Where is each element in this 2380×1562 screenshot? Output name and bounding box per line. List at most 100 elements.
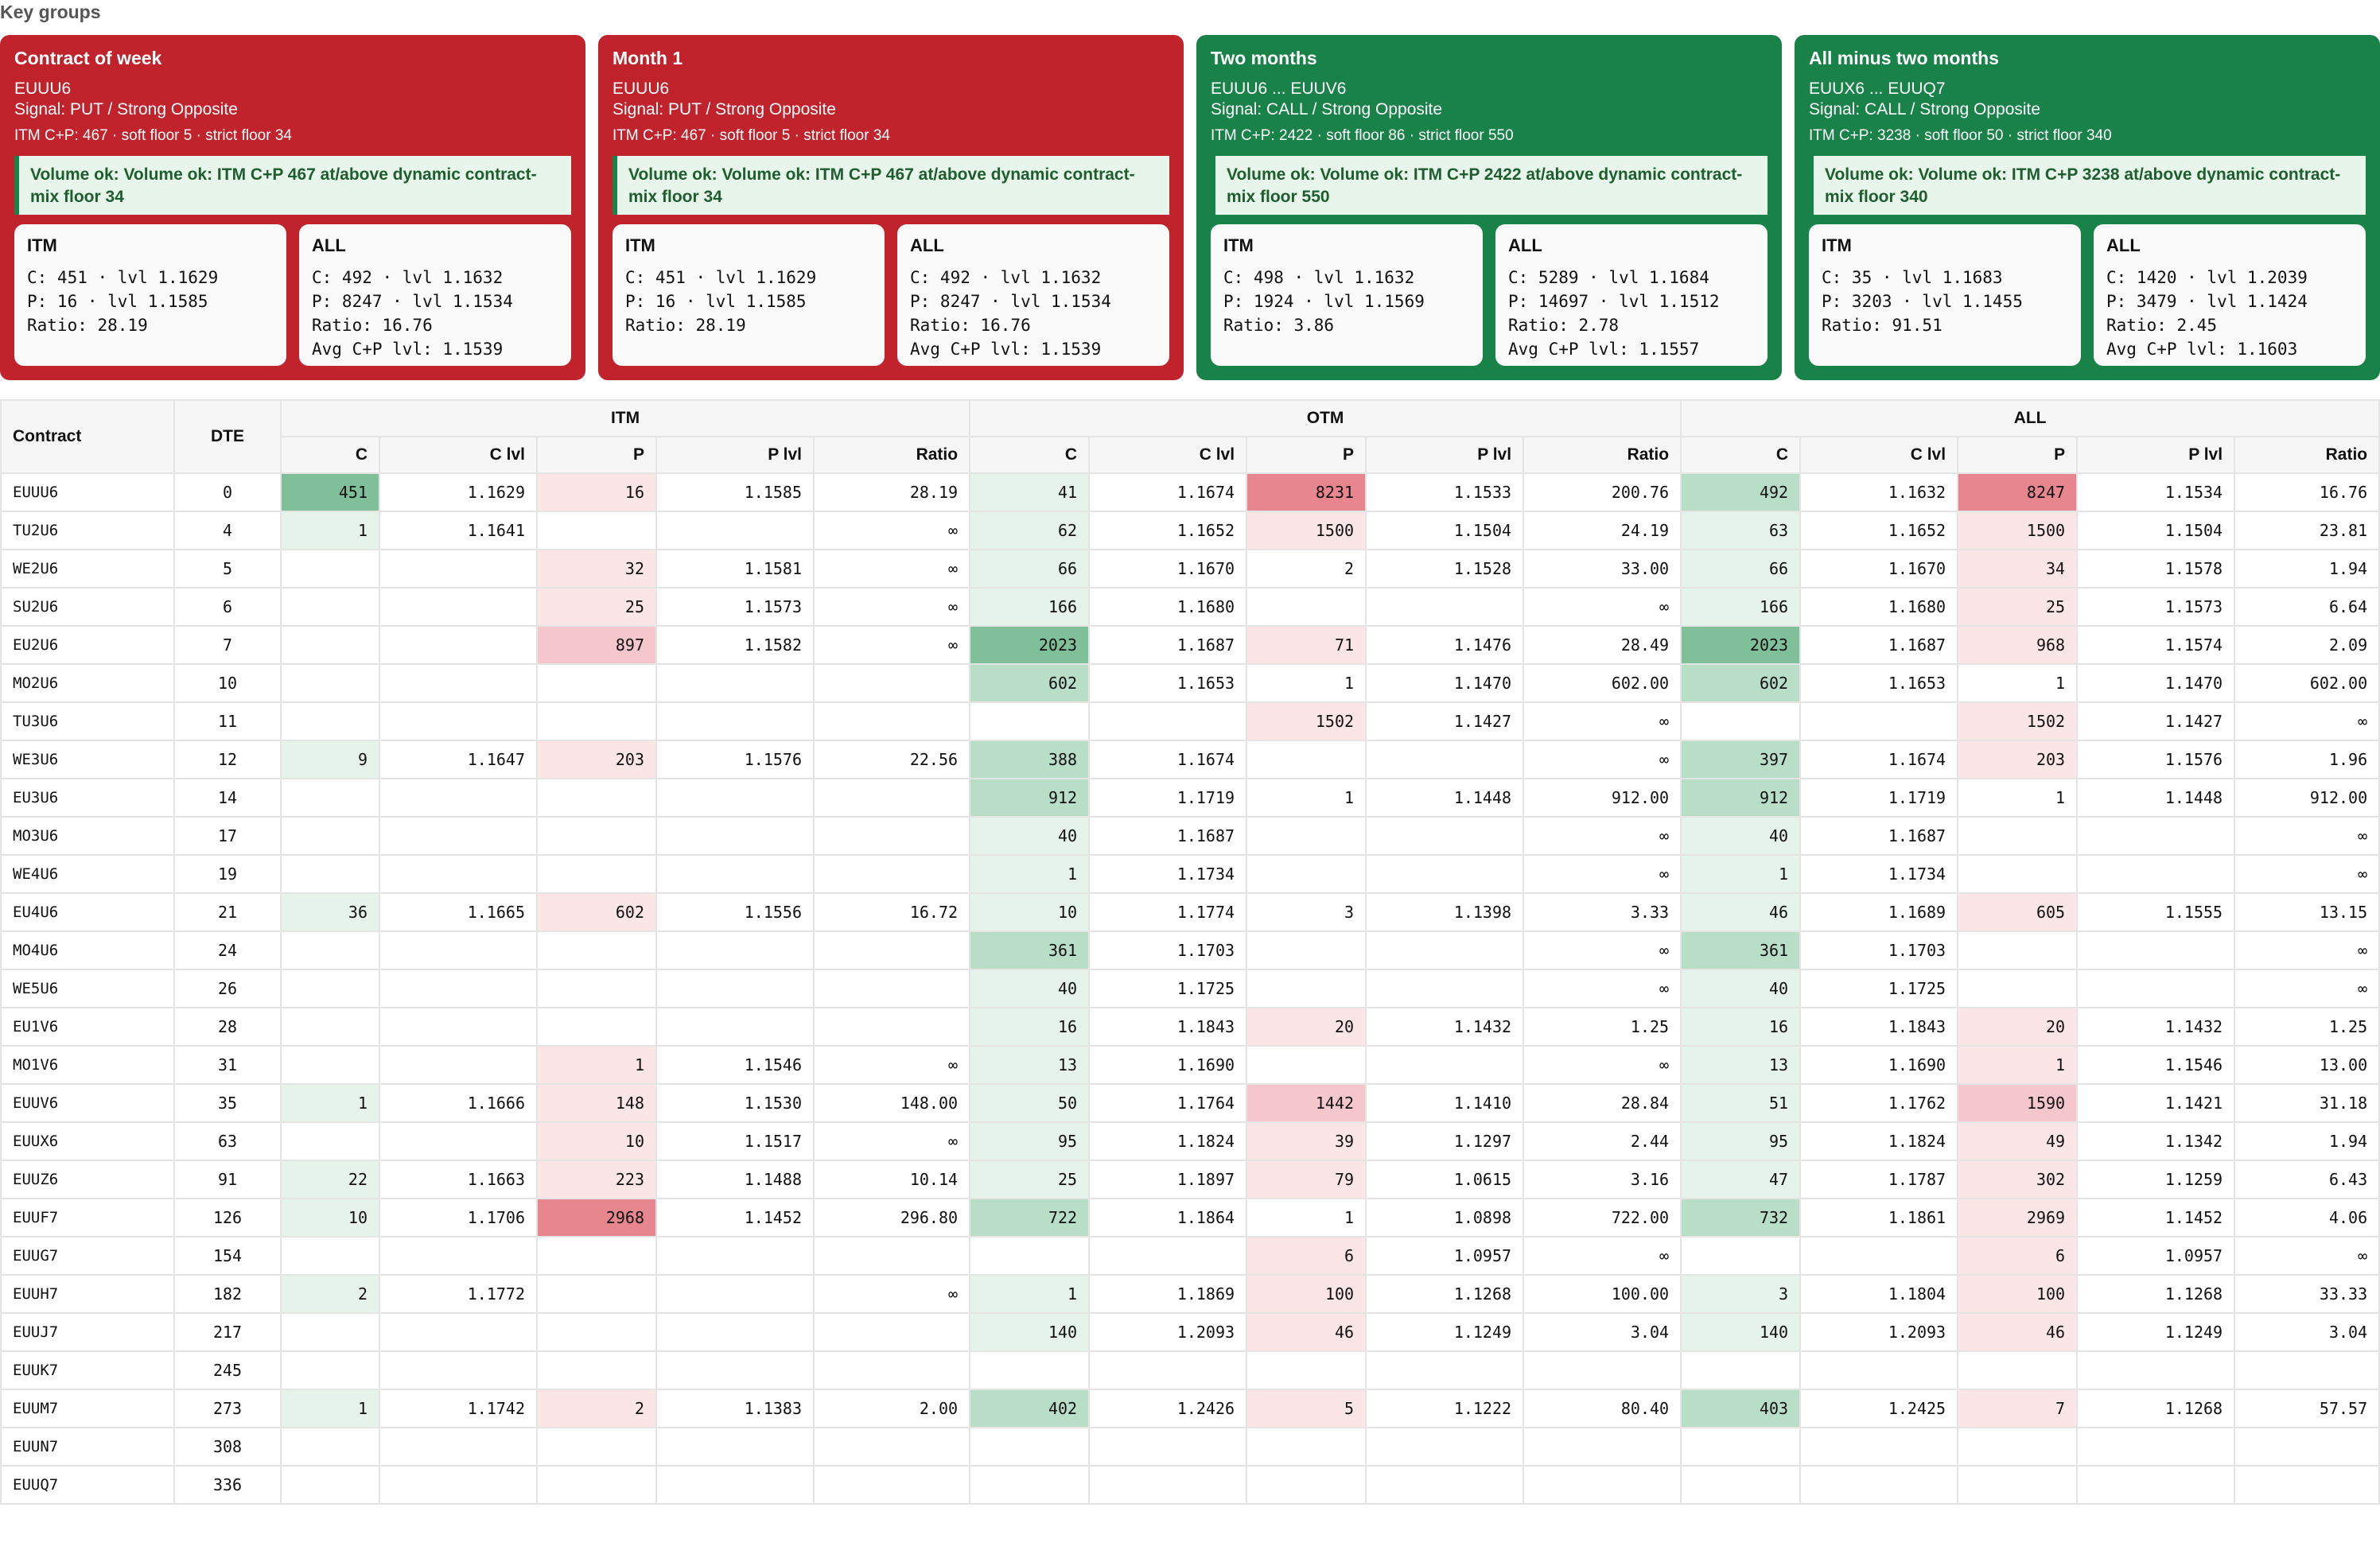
col-header-itm-p-lvl[interactable]: P lvl [655, 436, 815, 474]
cell-otm-c: 66 [969, 549, 1091, 589]
table-row[interactable]: EUUG7 154 6 1.0957 ∞ 6 1.0957 ∞ [0, 1236, 2380, 1276]
table-row[interactable]: WE5U6 26 40 1.1725 ∞ 40 1.1725 ∞ [0, 969, 2380, 1008]
group-header-itm: ITM [279, 399, 971, 437]
cell-itm-c-lvl [379, 1007, 538, 1047]
table-row[interactable]: EUUQ7 336 [0, 1465, 2380, 1505]
cell-itm-c [280, 1465, 380, 1505]
cell-otm-p: 1500 [1246, 511, 1367, 550]
cell-otm-c: 361 [969, 931, 1091, 970]
table-row[interactable]: WE3U6 12 9 1.1647 203 1.1576 22.56 388 1.1674 ∞ 39… [0, 740, 2380, 779]
table-row[interactable]: MO1V6 31 1 1.1546 ∞ 13 1.1690 ∞ 13 1.1690 1 1.1546 1… [0, 1045, 2380, 1085]
table-row[interactable]: EUUJ7 217 140 1.2093 46 1.1249 3.04 140 1.2093 46… [0, 1312, 2380, 1352]
cell-dte: 31 [173, 1045, 282, 1085]
col-header-all-ratio[interactable]: Ratio [2234, 436, 2380, 474]
card-floors: ITM C+P: 467 · soft floor 5 · strict flo… [612, 127, 890, 144]
cell-itm-p: 16 [536, 472, 657, 512]
col-header-otm-p[interactable]: P [1246, 436, 1367, 474]
cell-all-ratio [2234, 1350, 2380, 1390]
group-card-contract-of-week[interactable]: Contract of week EUUU6 Signal: PUT / Str… [0, 35, 585, 380]
table-row[interactable]: SU2U6 6 25 1.1573 ∞ 166 1.1680 ∞ 166 1.1680 25 1.15… [0, 587, 2380, 627]
cell-otm-p [1246, 587, 1367, 627]
itm-box-title: ITM [625, 235, 655, 255]
table-row[interactable]: TU2U6 4 1 1.1641 ∞ 62 1.1652 1500 1.1504 24.19 63 1… [0, 511, 2380, 550]
table-row[interactable]: EUUK7 245 [0, 1350, 2380, 1390]
table-row[interactable]: EUUU6 0 451 1.1629 16 1.1585 28.19 41 1.1674 8231… [0, 472, 2380, 512]
cell-all-c: 3 [1680, 1274, 1802, 1314]
table-row[interactable]: MO4U6 24 361 1.1703 ∞ 361 1.1703 ∞ [0, 931, 2380, 970]
col-header-itm-ratio[interactable]: Ratio [812, 436, 971, 474]
table-row[interactable]: MO2U6 10 602 1.1653 1 1.1470 602.00 602 1.1653 1 1… [0, 663, 2380, 703]
cell-all-ratio [2234, 1427, 2380, 1467]
col-header-all-c[interactable]: C [1680, 436, 1802, 474]
table-row[interactable]: WE4U6 19 1 1.1734 ∞ 1 1.1734 ∞ [0, 854, 2380, 894]
col-header-contract[interactable]: Contract [0, 399, 175, 474]
cell-all-c-lvl: 1.1653 [1799, 663, 1959, 703]
cell-otm-c-lvl: 1.1674 [1088, 740, 1248, 779]
cell-otm-c-lvl [1088, 1236, 1248, 1276]
cell-all-c: 361 [1680, 931, 1802, 970]
cell-all-c-lvl: 1.1861 [1799, 1198, 1959, 1238]
group-card-month-1[interactable]: Month 1 EUUU6 Signal: PUT / Strong Oppos… [598, 35, 1184, 380]
cell-all-c: 63 [1680, 511, 1802, 550]
cell-itm-p-lvl [655, 511, 815, 550]
cell-otm-p: 46 [1246, 1312, 1367, 1352]
card-title: Contract of week [14, 48, 162, 68]
cell-itm-c [280, 1312, 380, 1352]
table-row[interactable]: EU3U6 14 912 1.1719 1 1.1448 912.00 912 1.1719 1 1… [0, 778, 2380, 818]
cell-itm-p: 10 [536, 1121, 657, 1161]
cell-otm-ratio: ∞ [1522, 816, 1682, 856]
col-header-dte[interactable]: DTE [173, 399, 282, 474]
table-row[interactable]: EUUN7 308 [0, 1427, 2380, 1467]
cell-all-c: 1 [1680, 854, 1802, 894]
col-header-itm-c-lvl[interactable]: C lvl [379, 436, 538, 474]
col-header-otm-ratio[interactable]: Ratio [1522, 436, 1682, 474]
cell-dte: 19 [173, 854, 282, 894]
table-row[interactable]: EU2U6 7 897 1.1582 ∞ 2023 1.1687 71 1.1476 28.49 2… [0, 625, 2380, 665]
cell-all-p-lvl: 1.1470 [2076, 663, 2236, 703]
table-row[interactable]: EUUZ6 91 22 1.1663 223 1.1488 10.14 25 1.1897 79 1… [0, 1160, 2380, 1199]
table-row[interactable]: EUUX6 63 10 1.1517 ∞ 95 1.1824 39 1.1297 2.44 95 1.… [0, 1121, 2380, 1161]
cell-all-c: 46 [1680, 892, 1802, 932]
table-row[interactable]: EU4U6 21 36 1.1665 602 1.1556 16.72 10 1.1774 3 1.… [0, 892, 2380, 932]
cell-otm-p-lvl: 1.0957 [1365, 1236, 1525, 1276]
card-signal: Signal: PUT / Strong Opposite [612, 100, 836, 119]
col-header-all-c-lvl[interactable]: C lvl [1799, 436, 1959, 474]
cell-itm-c-lvl [379, 701, 538, 741]
table-row[interactable]: EUUM7 273 1 1.1742 2 1.1383 2.00 402 1.2426 5 1.12… [0, 1389, 2380, 1428]
table-row[interactable]: EUUH7 182 2 1.1772 ∞ 1 1.1869 100 1.1268 100.00 3 1… [0, 1274, 2380, 1314]
group-card-two-months[interactable]: Two months EUUU6 ... EUUV6 Signal: CALL … [1196, 35, 1782, 380]
all-summary-box: ALL C: 1420 · lvl 1.2039 P: 3479 · lvl 1… [2094, 224, 2366, 366]
cell-otm-ratio: ∞ [1522, 931, 1682, 970]
cell-itm-ratio [812, 701, 971, 741]
table-row[interactable]: EUUF7 126 10 1.1706 2968 1.1452 296.80 722 1.186… [0, 1198, 2380, 1238]
cell-all-p [1957, 969, 2079, 1008]
cell-all-p-lvl: 1.1546 [2076, 1045, 2236, 1085]
cell-contract: EUUK7 [0, 1350, 175, 1390]
cell-dte: 10 [173, 663, 282, 703]
col-header-all-p-lvl[interactable]: P lvl [2076, 436, 2236, 474]
cell-itm-c-lvl: 1.1772 [379, 1274, 538, 1314]
table-row[interactable]: MO3U6 17 40 1.1687 ∞ 40 1.1687 ∞ [0, 816, 2380, 856]
cell-itm-p [536, 969, 657, 1008]
table-row[interactable]: EU1V6 28 16 1.1843 20 1.1432 1.25 16 1.1843 20 1.1… [0, 1007, 2380, 1047]
col-header-otm-p-lvl[interactable]: P lvl [1365, 436, 1525, 474]
cell-otm-p-lvl: 1.1504 [1365, 511, 1525, 550]
table-row[interactable]: TU3U6 11 1502 1.1427 ∞ 1502 1.1427 ∞ [0, 701, 2380, 741]
cell-otm-c: 912 [969, 778, 1091, 818]
cell-otm-ratio: 80.40 [1522, 1389, 1682, 1428]
cell-contract: EUUX6 [0, 1121, 175, 1161]
card-signal: Signal: CALL / Strong Opposite [1211, 100, 1443, 119]
all-box-title: ALL [312, 235, 346, 255]
table-row[interactable]: EUUV6 35 1 1.1666 148 1.1530 148.00 50 1.1764 144… [0, 1083, 2380, 1123]
table-row[interactable]: WE2U6 5 32 1.1581 ∞ 66 1.1670 2 1.1528 33.00 66 1.1… [0, 549, 2380, 589]
col-header-all-p[interactable]: P [1957, 436, 2079, 474]
cell-itm-p-lvl [655, 1312, 815, 1352]
cell-contract: EU2U6 [0, 625, 175, 665]
cell-itm-c [280, 587, 380, 627]
col-header-otm-c[interactable]: C [969, 436, 1091, 474]
col-header-otm-c-lvl[interactable]: C lvl [1088, 436, 1248, 474]
col-header-itm-p[interactable]: P [536, 436, 657, 474]
col-header-itm-c[interactable]: C [280, 436, 380, 474]
group-card-all-minus-two-months[interactable]: All minus two months EUUX6 ... EUUQ7 Sig… [1795, 35, 2380, 380]
